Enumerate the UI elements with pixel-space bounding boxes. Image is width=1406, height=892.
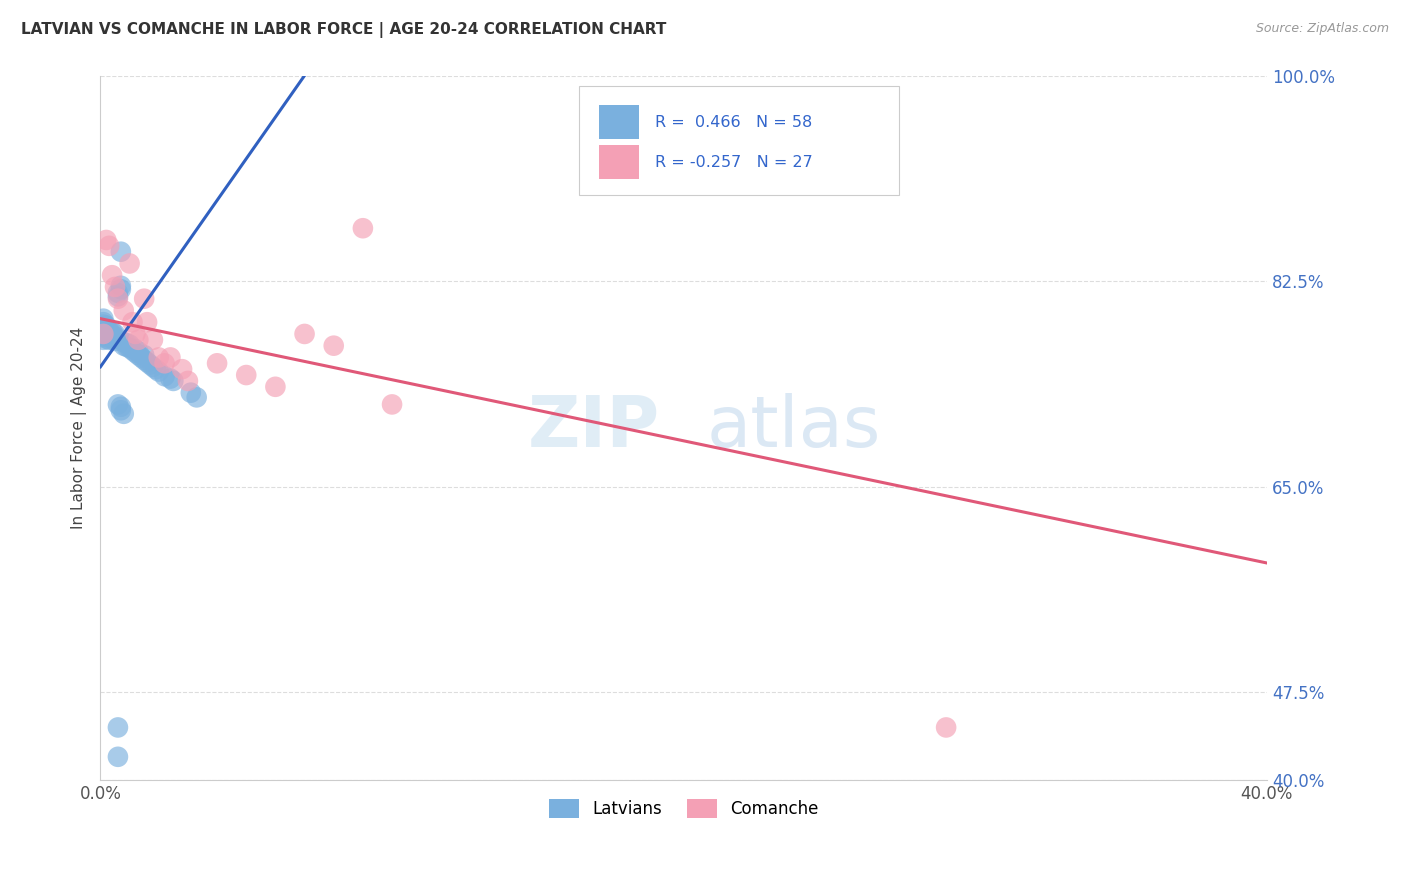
Point bbox=[98, 323, 121, 337]
Legend: Latvians, Comanche: Latvians, Comanche bbox=[543, 793, 825, 825]
Point bbox=[121, 315, 143, 329]
Point bbox=[180, 385, 202, 400]
Point bbox=[129, 351, 152, 365]
Point bbox=[107, 749, 129, 764]
Point bbox=[96, 332, 118, 346]
Point bbox=[96, 328, 118, 343]
Point bbox=[148, 365, 170, 379]
Point bbox=[107, 289, 129, 303]
Point bbox=[381, 397, 404, 411]
Point bbox=[98, 333, 121, 347]
Point bbox=[93, 318, 115, 332]
Point bbox=[107, 285, 129, 300]
Bar bbox=[599, 145, 640, 179]
Point bbox=[107, 292, 129, 306]
Point bbox=[136, 315, 159, 329]
Y-axis label: In Labor Force | Age 20-24: In Labor Force | Age 20-24 bbox=[72, 326, 87, 529]
Point bbox=[104, 329, 127, 343]
Point bbox=[121, 343, 143, 358]
Point bbox=[93, 315, 115, 329]
FancyBboxPatch shape bbox=[579, 87, 900, 195]
Text: ZIP: ZIP bbox=[529, 393, 661, 462]
Point bbox=[101, 328, 124, 343]
Point bbox=[153, 369, 176, 384]
Point bbox=[110, 403, 132, 417]
Point bbox=[352, 221, 374, 235]
Point bbox=[98, 329, 121, 343]
Point bbox=[104, 332, 127, 346]
Point bbox=[294, 326, 316, 341]
Point bbox=[96, 233, 118, 247]
Point bbox=[93, 329, 115, 343]
Point bbox=[127, 348, 149, 362]
Point bbox=[98, 326, 121, 341]
Text: R = -0.257   N = 27: R = -0.257 N = 27 bbox=[655, 154, 813, 169]
Point bbox=[107, 397, 129, 411]
Point bbox=[118, 256, 141, 270]
Point bbox=[159, 351, 181, 365]
Point bbox=[104, 326, 127, 341]
Point bbox=[93, 322, 115, 336]
Point bbox=[139, 358, 162, 372]
Point bbox=[153, 356, 176, 370]
Point bbox=[112, 303, 135, 318]
Point bbox=[124, 345, 146, 359]
Text: atlas: atlas bbox=[707, 393, 882, 462]
Point bbox=[127, 344, 149, 359]
Point bbox=[127, 333, 149, 347]
Point bbox=[112, 407, 135, 421]
Point bbox=[264, 380, 287, 394]
Point bbox=[118, 337, 141, 351]
Point bbox=[124, 342, 146, 356]
Point bbox=[98, 239, 121, 253]
Point bbox=[177, 374, 200, 388]
Point bbox=[110, 282, 132, 296]
Point bbox=[107, 721, 129, 735]
Point bbox=[101, 268, 124, 283]
Point bbox=[93, 311, 115, 326]
Point bbox=[112, 339, 135, 353]
Point bbox=[186, 390, 208, 404]
Point bbox=[104, 280, 127, 294]
Point bbox=[96, 318, 118, 333]
Point bbox=[935, 721, 957, 735]
Point bbox=[101, 332, 124, 346]
Text: Source: ZipAtlas.com: Source: ZipAtlas.com bbox=[1256, 22, 1389, 36]
Point bbox=[142, 333, 165, 347]
Point bbox=[104, 334, 127, 348]
Text: LATVIAN VS COMANCHE IN LABOR FORCE | AGE 20-24 CORRELATION CHART: LATVIAN VS COMANCHE IN LABOR FORCE | AGE… bbox=[21, 22, 666, 38]
Point bbox=[115, 336, 138, 351]
Point bbox=[96, 322, 118, 336]
Point bbox=[101, 325, 124, 339]
Point bbox=[205, 356, 228, 370]
Point bbox=[110, 244, 132, 259]
Bar bbox=[599, 105, 640, 139]
Point bbox=[93, 326, 115, 341]
Point bbox=[118, 341, 141, 355]
Point bbox=[93, 333, 115, 347]
Point bbox=[136, 355, 159, 369]
Point bbox=[134, 292, 156, 306]
Point bbox=[110, 400, 132, 414]
Point bbox=[134, 352, 156, 367]
Point bbox=[112, 335, 135, 350]
Point bbox=[145, 362, 167, 376]
Point bbox=[159, 371, 181, 385]
Point bbox=[148, 351, 170, 365]
Point bbox=[142, 359, 165, 374]
Point bbox=[110, 278, 132, 293]
Point bbox=[93, 325, 115, 339]
Point bbox=[93, 326, 115, 341]
Point bbox=[235, 368, 257, 382]
Point bbox=[124, 326, 146, 341]
Point bbox=[322, 339, 344, 353]
Text: R =  0.466   N = 58: R = 0.466 N = 58 bbox=[655, 114, 811, 129]
Point bbox=[96, 325, 118, 339]
Point bbox=[134, 348, 156, 362]
Point bbox=[115, 340, 138, 354]
Point bbox=[172, 362, 194, 376]
Point bbox=[162, 374, 184, 388]
Point bbox=[93, 319, 115, 334]
